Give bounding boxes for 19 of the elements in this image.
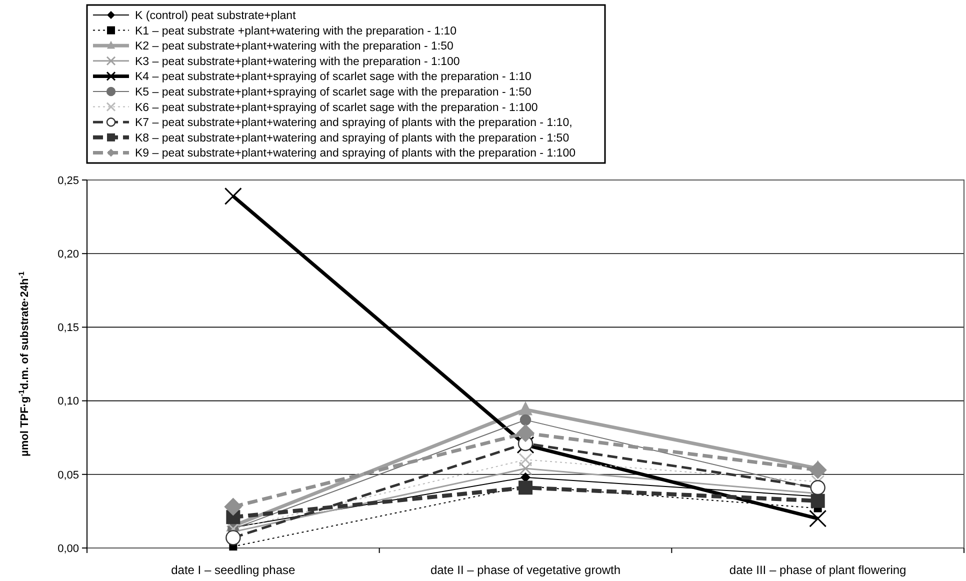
legend-label: K4 – peat substrate+plant+spraying of scarlet sage with the preparation - 1:10 <box>135 71 532 84</box>
y-tick-label: 0,00 <box>58 542 79 555</box>
y-tick-label: 0,10 <box>58 396 79 408</box>
x-tick-label: date II – phase of vegetative growth <box>430 563 621 577</box>
legend-label: K6 – peat substrate+plant+spraying of scarlet sage with the preparation - 1:100 <box>135 102 538 114</box>
y-tick-label: 0,15 <box>58 322 79 334</box>
legend-label: K8 – peat substrate+plant+watering and spraying of plants with the preparation - 1:50 <box>135 132 570 144</box>
legend-label: K1 – peat substrate +plant+watering with the preparation - 1:10 <box>135 25 457 38</box>
legend-label: K3 – peat substrate+plant+watering with the preparation - 1:100 <box>135 56 460 68</box>
y-tick-label: 0,05 <box>58 469 79 482</box>
legend-label: K5 – peat substrate+plant+spraying of scarlet sage with the preparation - 1:50 <box>135 86 532 99</box>
x-tick-label: date III – phase of plant flowering <box>729 563 906 577</box>
legend-label: K2 – peat substrate+plant+watering with the preparation - 1:50 <box>135 40 454 53</box>
y-tick-label: 0,25 <box>58 174 79 187</box>
x-tick-label: date I – seedling phase <box>171 563 296 577</box>
legend-label: K7 – peat substrate+plant+watering and spraying of plants with the preparation - 1:10, <box>135 117 572 130</box>
legend-label: K9 – peat substrate+plant+watering and spraying of plants with the preparation - 1:100 <box>135 148 576 160</box>
y-tick-label: 0,20 <box>58 248 79 260</box>
legend-label: K (control) peat substrate+plant <box>135 10 297 22</box>
